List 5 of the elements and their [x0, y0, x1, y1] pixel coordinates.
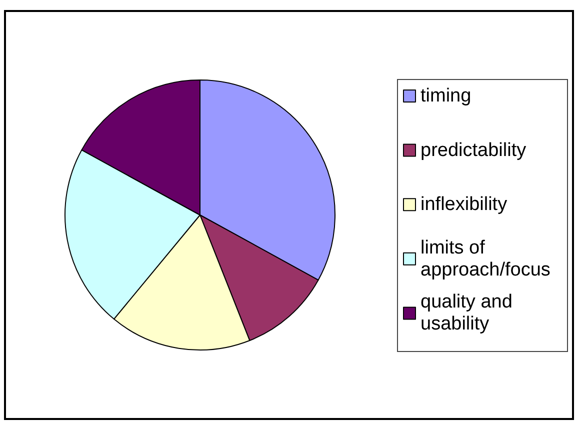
legend-label: predictability [420, 140, 527, 161]
legend-label: quality and usability [420, 292, 512, 335]
legend-label: inflexibility [420, 194, 508, 216]
legend-label: timing [420, 86, 472, 106]
legend-label: limits of approach/focus [420, 237, 550, 280]
